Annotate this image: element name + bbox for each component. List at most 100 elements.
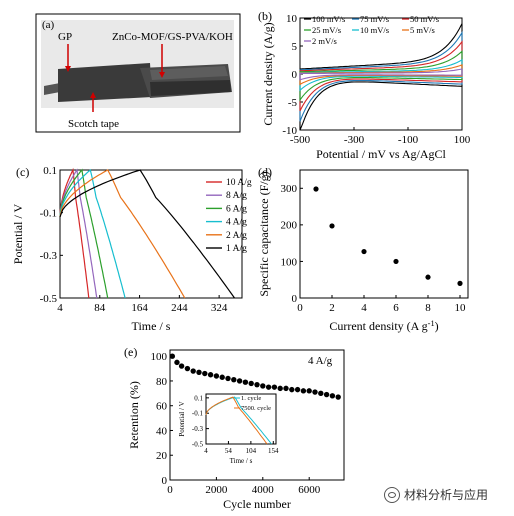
x-tick-label: 10: [455, 302, 467, 314]
data-point: [289, 386, 295, 393]
x-tick-label: 244: [171, 302, 188, 314]
data-point: [248, 380, 254, 387]
data-point: [312, 389, 318, 395]
y-axis-label: Potential / V: [178, 401, 186, 436]
watermark: 材料分析与应用: [384, 486, 488, 503]
legend-entry: 100 mV/s: [312, 14, 345, 24]
cv-curve: [299, 64, 463, 86]
data-point: [190, 368, 196, 374]
annotation: 4 A/g: [308, 355, 333, 367]
cv-curve: [299, 68, 463, 81]
y-tick-label: 100: [151, 351, 168, 363]
x-tick-label: 0: [167, 484, 173, 496]
panel-e-retention-chart: 0 2000 4000 6000 0 20 40 60 80 100 Cycle number Ret…: [124, 345, 345, 511]
watermark-text: 材料分析与应用: [404, 488, 489, 502]
legend-entry: 7500. cycle: [241, 405, 271, 412]
data-point: [425, 274, 431, 280]
x-tick-label: 324: [211, 302, 228, 314]
x-tick-label: 84: [94, 302, 106, 314]
data-point: [306, 388, 312, 394]
data-point: [323, 391, 330, 398]
data-point: [169, 353, 176, 359]
data-point: [313, 186, 319, 192]
panel-c-gcd-chart: 4 84 164 244 324 -0.5 -0.3 -0.1 0.1 Time / s Poten…: [11, 165, 252, 333]
y-tick-label: -0.1: [192, 410, 204, 418]
data-point: [242, 379, 249, 385]
data-point: [457, 280, 463, 286]
wechat-icon: [384, 486, 400, 503]
gcd-curve: [59, 169, 235, 299]
x-axis-label: Cycle number: [223, 497, 291, 511]
data-point: [207, 372, 214, 378]
x-tick-label: 6000: [298, 484, 321, 496]
data-point: [202, 370, 208, 377]
y-axis-label: Current density (A/g): [261, 22, 275, 125]
data-point: [236, 378, 243, 384]
legend-entry: 1. cycle: [241, 395, 261, 402]
y-tick-label: 0.1: [194, 394, 203, 402]
x-tick-label: -100: [398, 134, 419, 146]
legend-entry: 25 mV/s: [312, 25, 341, 35]
data-point: [335, 394, 341, 400]
y-tick-label: -0.3: [192, 425, 204, 433]
cv-curve: [299, 40, 463, 112]
x-tick-label: 6: [393, 302, 399, 314]
data-point: [265, 384, 272, 390]
data-point: [184, 365, 191, 372]
data-point: [213, 373, 220, 379]
y-tick-label: -0.5: [40, 293, 58, 305]
x-axis-label: Time / s: [230, 457, 253, 465]
x-tick-label: 54: [225, 447, 233, 455]
gcd-curve: [59, 168, 126, 299]
data-point: [277, 385, 283, 392]
y-tick-label: 0: [292, 293, 298, 305]
x-tick-label: 4: [361, 302, 367, 314]
gcd-curve: [59, 169, 186, 299]
y-tick-label: -0.5: [192, 440, 204, 448]
x-tick-label: 4: [204, 447, 208, 455]
label-gp: GP: [58, 31, 72, 43]
legend-entry: 2 A/g: [226, 231, 247, 241]
label-mof: ZnCo-MOF/GS-PVA/KOH: [112, 31, 233, 43]
x-tick-label: 4000: [252, 484, 275, 496]
legend-entry: 5 mV/s: [410, 25, 435, 35]
photo-scotch-tape: [58, 63, 152, 102]
data-point: [294, 386, 301, 393]
y-tick-label: 100: [281, 256, 298, 268]
plot-frame: [205, 393, 277, 445]
panel-a: (a) GP ZnCo-MOF/GS-PVA/KOH Scotch tape: [35, 13, 241, 133]
panel-label: (b): [258, 9, 272, 23]
legend-entry: 1 A/g: [226, 244, 247, 254]
x-tick-label: 154: [268, 447, 279, 455]
y-tick-label: 200: [281, 220, 298, 232]
y-tick-label: 40: [156, 425, 168, 437]
plot-frame: [59, 169, 243, 299]
photo-gp-edge: [44, 83, 60, 95]
legend-entry: 6 A/g: [226, 204, 247, 214]
x-axis-label: Time / s: [132, 319, 171, 333]
x-tick-label: 8: [425, 302, 431, 314]
gcd-curve: [59, 168, 109, 299]
y-axis-label: Retention (%): [127, 381, 141, 449]
panel-label: (d): [258, 165, 272, 179]
x-axis-label-sup: -1: [428, 319, 435, 328]
data-point: [219, 374, 225, 380]
y-tick-label: 0: [162, 475, 168, 487]
x-tick-label: 104: [246, 447, 257, 455]
x-tick-label: 4: [57, 302, 63, 314]
data-point: [196, 369, 202, 375]
legend-entry: 50 mV/s: [410, 14, 439, 24]
data-point: [393, 258, 399, 265]
data-point: [271, 384, 278, 390]
cv-curve: [299, 30, 463, 122]
y-tick-label: 20: [156, 450, 168, 462]
data-point: [300, 388, 307, 394]
cv-curve: [299, 58, 463, 92]
y-axis-label: Potential / V: [11, 203, 25, 264]
y-tick-label: -0.3: [40, 250, 58, 262]
inset-curve: [205, 396, 268, 445]
y-tick-label: 300: [281, 183, 298, 195]
y-axis-label: Specific capacitance (F/g): [257, 171, 271, 296]
panel-label: (e): [124, 345, 137, 359]
